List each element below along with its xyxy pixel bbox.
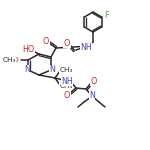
Text: N: N	[89, 92, 95, 100]
Text: CH₃: CH₃	[59, 83, 73, 89]
Text: CH₃: CH₃	[2, 57, 16, 63]
Text: NH: NH	[80, 42, 92, 51]
Text: O: O	[12, 57, 18, 63]
Text: HO: HO	[22, 45, 34, 54]
Text: N: N	[24, 66, 30, 75]
Text: NH: NH	[61, 76, 73, 85]
Text: O: O	[43, 36, 49, 45]
Text: CH₃: CH₃	[59, 67, 73, 73]
Text: O: O	[91, 76, 97, 85]
Text: F: F	[104, 12, 108, 21]
Text: O: O	[64, 39, 70, 48]
Text: O: O	[64, 90, 70, 99]
Text: N: N	[49, 66, 55, 75]
